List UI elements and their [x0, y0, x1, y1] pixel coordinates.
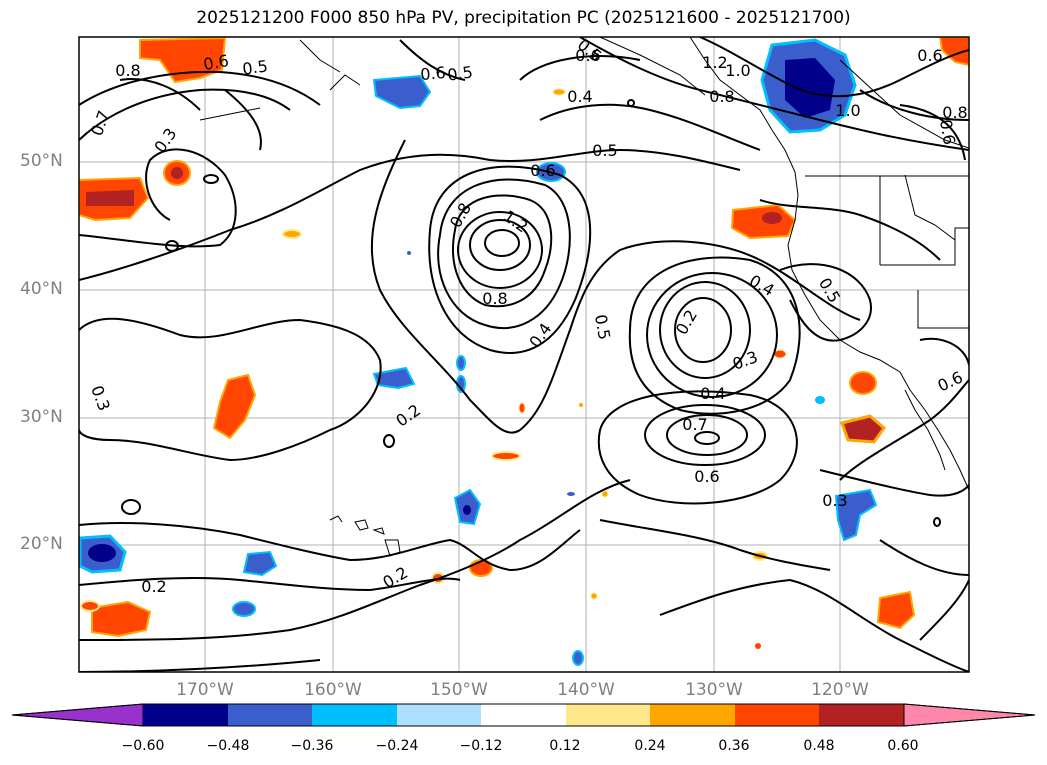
precip-blob — [849, 371, 877, 395]
precip-blob — [212, 373, 257, 440]
contour-label: 0.8 — [709, 87, 734, 106]
lon-label: 120°W — [811, 680, 869, 700]
contour-label: 0.6 — [694, 467, 719, 486]
precip-blob — [601, 490, 609, 498]
map-frame — [78, 36, 970, 673]
contour-label: 0.4 — [700, 384, 725, 403]
contour-label: 0.5 — [591, 313, 614, 341]
colorbar-tick: −0.12 — [459, 738, 503, 754]
contour-label: 0.6 — [420, 63, 447, 84]
contour-label: 1.2 — [702, 53, 727, 72]
contour-label: 0.6 — [936, 118, 959, 146]
colorbar-tick: −0.48 — [206, 738, 250, 754]
contour-label: 0.5 — [446, 62, 474, 84]
colorbar-tick: −0.24 — [375, 738, 419, 754]
colorbar-segment — [735, 704, 819, 726]
colorbar-outline — [11, 703, 1036, 727]
colorbar-tick: 0.36 — [718, 738, 750, 754]
map-title: 2025121200 F000 850 hPa PV, precipitatio… — [196, 8, 851, 28]
precip-blob — [242, 550, 278, 577]
precip-blob — [840, 414, 887, 444]
contour-label: 0.3 — [822, 491, 847, 510]
precip-blob — [372, 74, 432, 110]
precip-blob — [590, 592, 598, 600]
contour-label: 0.7 — [682, 415, 707, 434]
colorbar-tick: 0.48 — [803, 738, 835, 754]
contour-label: 1.0 — [725, 61, 750, 80]
lat-label: 50°N — [20, 151, 63, 171]
lon-label: 170°W — [176, 680, 234, 700]
lon-label: 150°W — [430, 680, 488, 700]
colorbar-segment — [312, 704, 397, 726]
gridlines — [79, 37, 969, 672]
precip-blob — [456, 355, 466, 371]
colorbar-extend-max — [903, 703, 1036, 727]
colorbar-tick: 0.60 — [887, 738, 919, 754]
pv-contours — [79, 37, 969, 672]
colorbar-segment — [397, 704, 481, 726]
precip-blob — [91, 600, 152, 638]
colorbar-tick: 0.24 — [634, 738, 666, 754]
precip-blob — [938, 37, 969, 67]
colorbar-segment — [566, 704, 650, 726]
colorbar-tick: −0.60 — [121, 738, 165, 754]
colorbar-segment — [819, 704, 904, 726]
precip-blob — [552, 88, 566, 96]
precip-blob — [88, 544, 116, 562]
contour-label: 0.6 — [575, 46, 600, 65]
colorbar-segment — [228, 704, 312, 726]
colorbar-tick: −0.36 — [290, 738, 334, 754]
precip-blob — [579, 403, 583, 407]
map-frame-bg — [79, 37, 969, 672]
precip-blob — [407, 251, 411, 255]
precip-blob — [762, 212, 782, 224]
contour-label: 0.2 — [141, 577, 166, 596]
precip-blob — [834, 488, 878, 542]
precip-blob — [232, 601, 256, 617]
precip-blob — [815, 396, 825, 404]
lat-label: 20°N — [20, 534, 63, 554]
contour-label: 0.6 — [202, 51, 230, 74]
precip-blob — [755, 643, 761, 649]
colorbar-tick: 0.12 — [549, 738, 581, 754]
contour-label: 0.6 — [530, 161, 555, 180]
precip-blob — [491, 451, 521, 461]
precip-blob — [463, 505, 471, 515]
contour-label: 0.8 — [115, 61, 140, 80]
lon-label: 130°W — [685, 680, 743, 700]
colorbar-segment — [650, 704, 735, 726]
colorbar-segment — [143, 704, 228, 726]
precip-blob — [876, 590, 916, 630]
precip-blob — [80, 600, 100, 612]
contour-label: 0.8 — [942, 103, 967, 122]
colorbar-segment — [481, 704, 566, 726]
precip-blob — [785, 58, 835, 118]
colorbar — [11, 703, 1036, 727]
lat-label: 40°N — [20, 279, 63, 299]
precip-blob — [572, 650, 584, 666]
precip-blob — [518, 402, 526, 414]
contour-label: 0.5 — [592, 141, 617, 160]
contour-label: 0.5 — [241, 56, 269, 78]
precip-blob — [171, 167, 183, 179]
lon-label: 160°W — [304, 680, 362, 700]
colorbar-extend-min — [11, 703, 144, 727]
contour-label: 0.4 — [567, 87, 592, 106]
lat-label: 30°N — [20, 407, 63, 427]
contour-label: 1.0 — [835, 101, 860, 120]
precip-blob — [86, 190, 134, 206]
contour-label: 0.8 — [482, 289, 507, 308]
contour-label: 0.6 — [917, 46, 942, 65]
lon-label: 140°W — [557, 680, 615, 700]
pv-contours-small — [121, 99, 941, 527]
precip-blob — [282, 229, 302, 239]
precip-blob — [567, 492, 575, 496]
